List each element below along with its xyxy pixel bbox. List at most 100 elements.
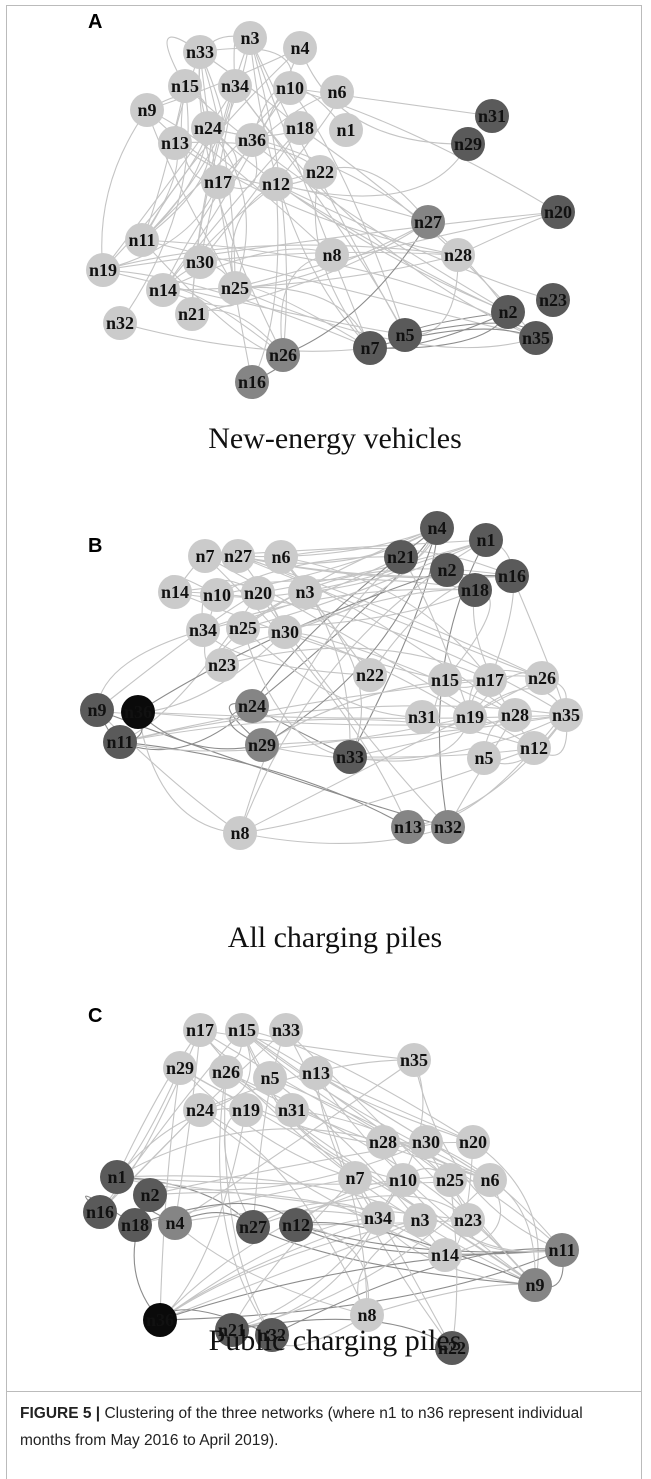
node [333,740,367,774]
node-label: n5 [395,325,414,345]
edge [295,1224,369,1316]
edge [102,269,371,349]
node-label: n14 [431,1245,459,1265]
node [541,195,575,229]
node [411,205,445,239]
edge [141,47,301,241]
caption: FIGURE 5 | Clustering of the three netwo… [20,1400,610,1454]
node [223,816,257,850]
network: n4 n1 n21 n2 n16 n18 n7 n27 n6 n14 n10 n20 n3 n34 n25 n… [80,511,583,850]
node [467,741,501,775]
node [259,167,293,201]
node-label: n13 [302,1063,330,1083]
node-label: n23 [454,1210,482,1230]
node-label: n15 [171,76,199,96]
node-label: n29 [454,134,482,154]
edge [239,556,402,834]
node [143,1303,177,1337]
node [545,1233,579,1267]
node [433,1163,467,1197]
edge [223,1109,254,1228]
node-label: n21 [387,547,415,567]
node-label: n32 [258,1325,286,1345]
node [133,1178,167,1212]
node-label: n5 [474,748,493,768]
node [435,1331,469,1365]
node [255,1318,289,1352]
node-label: n3 [240,28,259,48]
node-label: n1 [476,530,495,550]
node-label: n36 [146,1310,174,1330]
node [83,1195,117,1229]
edge [267,1077,356,1179]
edge [269,1077,563,1251]
edge [241,1029,451,1181]
node-label: n12 [262,174,290,194]
node [283,111,317,145]
edge [199,51,236,289]
node-label: n28 [501,705,529,725]
node-label: n28 [369,1132,397,1152]
node [245,728,279,762]
node [183,35,217,69]
node-label: n17 [186,1020,214,1040]
caption-label: FIGURE 5 | [20,1405,101,1422]
node [103,306,137,340]
node-label: n31 [278,1100,306,1120]
edge [102,211,559,271]
edge [241,1029,491,1181]
caption-rule [6,1391,642,1392]
edge [271,1248,563,1336]
node-label: n18 [461,580,489,600]
node-label: n16 [86,1202,114,1222]
edge [252,1226,536,1286]
node-label: n9 [525,1275,544,1295]
node-label: n34 [221,76,249,96]
node-label: n13 [394,817,422,837]
edge [162,127,301,291]
node-label: n8 [357,1305,376,1325]
node-label: n21 [178,304,206,324]
node [386,1163,420,1197]
node-label: n22 [306,162,334,182]
node-label: n4 [427,518,446,538]
node-label: n1 [336,120,355,140]
node [405,700,439,734]
edge [174,1222,368,1316]
node [430,553,464,587]
node [125,223,159,257]
node [451,127,485,161]
node-label: n30 [412,1132,440,1152]
node [158,575,192,609]
edge [231,1217,379,1331]
node [428,1238,462,1272]
node [350,1298,384,1332]
node-label: n7 [360,338,379,358]
node-label: n23 [539,290,567,310]
node [201,165,235,199]
edge [295,1222,536,1286]
node-label: n11 [106,732,133,752]
node [428,663,462,697]
node [409,1125,443,1159]
node-label: n26 [528,668,556,688]
node-label: n22 [356,665,384,685]
node [103,725,137,759]
node [397,1043,431,1077]
node [475,99,509,133]
node [451,1203,485,1237]
node [235,365,269,399]
node [361,1201,395,1235]
node [453,700,487,734]
node-label: n15 [228,1020,256,1040]
node [275,1093,309,1127]
edge [179,1067,356,1179]
node [183,1013,217,1047]
node [215,1313,249,1347]
node-label: n27 [224,546,252,566]
node-label: n24 [194,118,222,138]
node [519,321,553,355]
node [253,1061,287,1095]
edge [299,47,469,145]
node [205,648,239,682]
